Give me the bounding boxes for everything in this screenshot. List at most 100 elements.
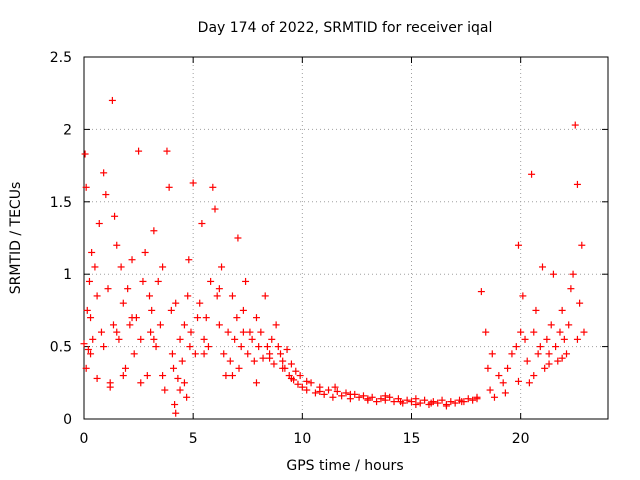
data-point — [346, 390, 354, 398]
data-point — [154, 277, 162, 285]
data-point — [569, 270, 577, 278]
data-point — [458, 398, 466, 406]
x-tick-label: 10 — [293, 431, 311, 447]
data-point — [82, 364, 90, 372]
data-point — [283, 345, 291, 353]
y-tick-label: 0.5 — [50, 340, 72, 356]
axis-ticks: 0 0.5 1 1.5 2 2.5 0 5 10 15 20 — [50, 50, 608, 447]
data-point — [100, 343, 108, 351]
data-point — [368, 393, 376, 401]
data-point — [514, 377, 522, 385]
data-point — [220, 350, 228, 358]
data-point — [287, 360, 295, 368]
data-point — [139, 277, 147, 285]
y-axis-label: SRMTID / TECUs — [8, 182, 24, 295]
data-point — [565, 321, 573, 329]
data-point — [287, 374, 295, 382]
data-point — [270, 360, 278, 368]
chart-title: Day 174 of 2022, SRMTID for receiver iqa… — [198, 20, 493, 36]
data-point — [576, 299, 584, 307]
data-point — [268, 335, 276, 343]
data-point — [250, 357, 258, 365]
data-point — [508, 350, 516, 358]
data-point — [296, 372, 304, 380]
data-point — [451, 399, 459, 407]
data-point — [156, 321, 164, 329]
data-point — [117, 263, 125, 271]
data-point — [514, 241, 522, 249]
data-point — [377, 395, 385, 403]
data-point — [171, 401, 179, 409]
data-point — [215, 285, 223, 293]
data-point — [109, 321, 117, 329]
data-point — [95, 220, 103, 228]
data-point — [165, 183, 173, 191]
data-point — [174, 374, 182, 382]
data-point — [342, 389, 350, 397]
data-point — [272, 321, 280, 329]
data-point — [102, 191, 110, 199]
data-point — [558, 354, 566, 362]
data-point — [239, 306, 247, 314]
data-point — [167, 306, 175, 314]
data-point — [150, 227, 158, 235]
data-point — [224, 328, 232, 336]
data-point — [161, 386, 169, 394]
data-point — [248, 335, 256, 343]
data-point — [438, 396, 446, 404]
data-point — [84, 345, 92, 353]
data-point — [152, 343, 160, 351]
data-point — [176, 335, 184, 343]
data-point — [338, 392, 346, 400]
data-point — [204, 343, 212, 351]
data-point — [209, 183, 217, 191]
data-point — [521, 335, 529, 343]
data-point — [207, 277, 215, 285]
data-point — [213, 292, 221, 300]
data-point — [255, 343, 263, 351]
data-point — [469, 396, 477, 404]
data-point — [259, 354, 267, 362]
data-point — [421, 396, 429, 404]
data-point — [228, 292, 236, 300]
x-tick-label: 15 — [403, 431, 421, 447]
x-tick-label: 20 — [512, 431, 530, 447]
data-point — [355, 393, 363, 401]
data-point — [200, 350, 208, 358]
data-point — [298, 383, 306, 391]
data-point — [231, 335, 239, 343]
data-point — [578, 241, 586, 249]
data-point — [146, 292, 153, 300]
data-point — [211, 205, 219, 213]
data-point — [512, 343, 520, 351]
data-point — [194, 314, 202, 322]
data-point — [412, 401, 420, 409]
data-point — [386, 393, 394, 401]
data-point — [137, 335, 145, 343]
data-point — [242, 277, 250, 285]
data-point — [560, 335, 568, 343]
data-point — [191, 350, 199, 358]
data-point — [517, 328, 525, 336]
data-point — [196, 299, 204, 307]
data-point — [100, 169, 108, 177]
data-point — [530, 328, 538, 336]
data-point — [184, 292, 192, 300]
data-point — [294, 380, 302, 388]
data-point — [113, 241, 121, 249]
data-point — [495, 372, 503, 380]
data-point — [126, 321, 134, 329]
data-point — [186, 343, 194, 351]
y-tick-label: 0 — [63, 412, 72, 428]
data-point — [108, 96, 116, 104]
data-point — [292, 367, 300, 375]
data-point — [137, 379, 145, 387]
data-point — [331, 383, 339, 391]
data-point — [447, 398, 455, 406]
data-point — [571, 121, 579, 129]
data-point — [333, 387, 341, 395]
data-point — [549, 270, 557, 278]
data-point — [499, 379, 507, 387]
data-point — [325, 386, 333, 394]
y-tick-label: 2 — [63, 122, 72, 138]
